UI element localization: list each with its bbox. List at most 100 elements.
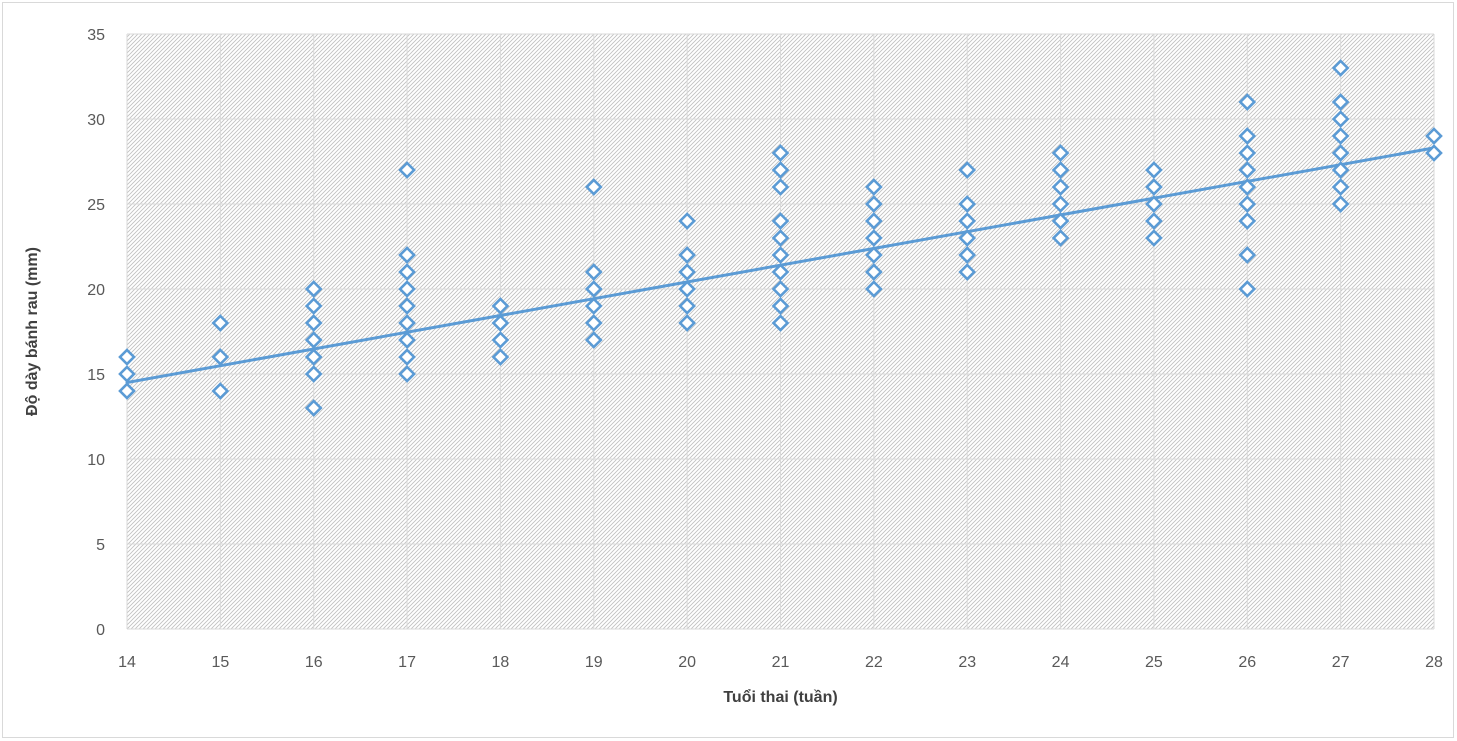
x-tick-label: 14 — [118, 654, 136, 671]
y-tick-label: 0 — [96, 622, 105, 639]
data-point — [584, 280, 603, 298]
y-axis-title: Độ dày bánh rau (mm) — [24, 247, 41, 416]
data-point — [1051, 161, 1070, 179]
data-point — [304, 314, 323, 332]
x-tick-label: 23 — [958, 654, 976, 671]
y-tick-label: 5 — [96, 537, 105, 554]
x-tick-label: 24 — [1052, 654, 1070, 671]
data-point — [865, 195, 883, 213]
data-point — [1238, 144, 1257, 162]
data-point — [771, 297, 790, 315]
data-point — [678, 314, 696, 332]
data-points — [118, 59, 1443, 417]
x-tick-label: 28 — [1425, 654, 1443, 671]
data-point — [584, 178, 603, 196]
data-point — [771, 246, 790, 264]
data-point — [398, 246, 416, 264]
data-point — [491, 297, 510, 315]
data-point — [398, 314, 416, 332]
data-point — [678, 297, 696, 315]
data-point — [1238, 161, 1257, 179]
data-point — [1238, 127, 1257, 145]
data-point — [1238, 212, 1257, 230]
data-point — [211, 348, 230, 366]
x-tick-label: 26 — [1238, 654, 1256, 671]
data-point — [304, 348, 323, 366]
data-point — [398, 331, 416, 349]
data-point — [678, 280, 696, 298]
data-point — [398, 263, 416, 281]
data-point — [1051, 195, 1070, 213]
x-tick-label: 16 — [305, 654, 323, 671]
data-point — [771, 161, 790, 179]
data-point — [1238, 280, 1257, 298]
data-point — [1331, 178, 1350, 196]
data-point — [1051, 229, 1070, 247]
data-point — [958, 195, 977, 213]
y-tick-label: 30 — [87, 112, 105, 129]
x-tick-label: 21 — [772, 654, 790, 671]
data-point — [678, 212, 696, 230]
data-point — [1238, 246, 1257, 264]
data-point — [958, 161, 977, 179]
data-point — [1238, 195, 1257, 213]
data-point — [771, 178, 790, 196]
y-tick-label: 10 — [87, 452, 105, 469]
x-tick-label: 17 — [398, 654, 416, 671]
x-tick-label: 18 — [492, 654, 510, 671]
data-point — [678, 246, 696, 264]
x-tick-label: 27 — [1332, 654, 1350, 671]
data-point — [491, 348, 510, 366]
data-point — [1331, 110, 1350, 128]
data-point — [771, 229, 790, 247]
data-point — [1331, 161, 1350, 179]
data-point — [398, 161, 416, 179]
data-point — [1425, 127, 1443, 145]
data-point — [958, 229, 977, 247]
data-point — [1238, 178, 1257, 196]
data-point — [1145, 212, 1163, 230]
data-point — [304, 399, 323, 417]
data-point — [398, 297, 416, 315]
data-point — [1331, 59, 1350, 77]
data-point — [678, 263, 696, 281]
data-point — [958, 263, 977, 281]
data-point — [491, 331, 510, 349]
data-point — [118, 365, 136, 383]
data-point — [584, 331, 603, 349]
data-point — [1331, 195, 1350, 213]
data-point — [1145, 195, 1163, 213]
data-point — [304, 297, 323, 315]
data-point — [865, 280, 883, 298]
data-point — [771, 144, 790, 162]
y-tick-label: 25 — [87, 197, 105, 214]
data-point — [1238, 93, 1257, 111]
data-point — [118, 348, 136, 366]
data-point — [865, 246, 883, 264]
data-point — [304, 280, 323, 298]
x-axis-tick-labels: 14 15 16 17 18 19 20 21 22 23 24 25 26 27 28 — [118, 654, 1443, 671]
data-point — [958, 246, 977, 264]
data-point — [865, 178, 883, 196]
x-tick-label: 15 — [211, 654, 229, 671]
data-point — [1425, 144, 1443, 162]
data-point — [1051, 178, 1070, 196]
data-point — [1331, 144, 1350, 162]
y-tick-label: 15 — [87, 367, 105, 384]
data-point — [304, 365, 323, 383]
data-point — [958, 212, 977, 230]
x-axis-title: Tuổi thai (tuần) — [723, 688, 837, 706]
data-point — [771, 263, 790, 281]
data-point — [398, 365, 416, 383]
data-point — [491, 314, 510, 332]
x-tick-label: 20 — [678, 654, 696, 671]
data-point — [771, 314, 790, 332]
data-point — [211, 382, 230, 400]
y-axis-tick-labels: 0 5 10 15 20 25 30 35 — [87, 27, 105, 639]
x-tick-label: 19 — [585, 654, 603, 671]
data-point — [584, 314, 603, 332]
data-point — [398, 348, 416, 366]
data-point — [584, 297, 603, 315]
data-point — [304, 331, 323, 349]
